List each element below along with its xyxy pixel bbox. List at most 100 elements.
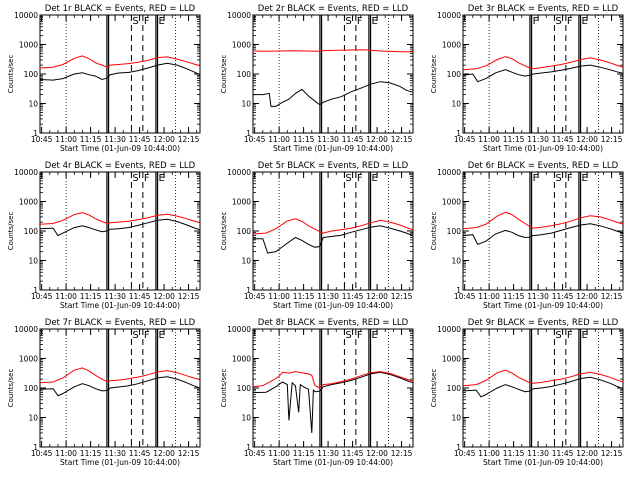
y-tick-label: 10: [241, 100, 251, 109]
x-tick-label: 11:15: [293, 292, 315, 301]
y-tick-label: 10000: [437, 168, 461, 177]
y-tick-label: 100: [237, 70, 252, 79]
events-series-line: [40, 218, 200, 237]
y-tick-label: 10000: [14, 11, 38, 20]
y-tick-label: 10: [28, 257, 38, 266]
events-series-line: [40, 62, 200, 81]
y-tick-label: 1000: [19, 41, 38, 50]
y-tick-label: 1000: [19, 198, 38, 207]
x-axis-title: Start Time (01-Jun-09 10:44:00): [273, 458, 393, 467]
x-tick-label: 10:45: [31, 135, 53, 144]
x-tick-label: 11:00: [268, 135, 290, 144]
panel-title: Det 9r BLACK = Events, RED = LLD: [468, 318, 619, 328]
time-marker-label: E: [372, 16, 378, 27]
time-marker-label: E: [582, 173, 588, 184]
y-tick-label: 100: [237, 384, 252, 393]
plot-frame: [39, 328, 201, 448]
x-tick-label: 11:00: [478, 135, 500, 144]
time-marker-label: F: [567, 16, 573, 27]
time-marker-label: S: [345, 330, 351, 341]
panel-title: Det 1r BLACK = Events, RED = LLD: [45, 4, 196, 14]
x-tick-label: 11:30: [104, 135, 126, 144]
y-tick-label: 10000: [227, 11, 251, 20]
y-axis-title: Counts/sec: [220, 55, 228, 94]
x-tick-label: 11:45: [129, 135, 151, 144]
lld-series-line: [40, 212, 200, 225]
x-tick-label: 12:15: [391, 292, 413, 301]
y-tick-label: 100: [447, 384, 462, 393]
x-tick-label: 10:45: [244, 135, 266, 144]
y-tick-label: 1000: [442, 41, 461, 50]
y-tick-label: 10: [241, 414, 251, 423]
x-tick-label: 11:00: [55, 449, 77, 458]
x-tick-label: 12:15: [391, 135, 413, 144]
x-tick-label: 11:00: [268, 292, 290, 301]
plot-frame: [462, 14, 624, 134]
y-tick-label: 1: [246, 443, 251, 452]
y-tick-label: 100: [24, 227, 39, 236]
lld-series-line: [463, 211, 623, 230]
time-marker-label: F: [357, 173, 363, 184]
x-tick-label: 10:45: [244, 292, 266, 301]
x-tick-label: 12:00: [153, 292, 175, 301]
detector-panel-7: Det 7r BLACK = Events, RED = LLD 1 10 100 10…: [7, 318, 201, 467]
time-marker-label: F: [357, 330, 363, 341]
events-series-line: [253, 371, 413, 433]
detector-panel-1: Det 1r BLACK = Events, RED = LLD 1 10 100 10…: [7, 4, 201, 153]
events-series-line: [463, 64, 623, 83]
x-tick-label: 11:30: [317, 135, 339, 144]
lld-series-line: [253, 218, 413, 235]
y-tick-label: 10: [28, 100, 38, 109]
x-tick-label: 11:30: [317, 449, 339, 458]
time-marker-label: S: [555, 330, 561, 341]
x-tick-label: 12:15: [601, 449, 623, 458]
x-axis-title: Start Time (01-Jun-09 10:44:00): [483, 301, 603, 310]
plot-frame: [252, 328, 414, 448]
x-tick-label: 11:45: [129, 292, 151, 301]
x-axis-title: Start Time (01-Jun-09 10:44:00): [60, 301, 180, 310]
y-tick-label: 10000: [14, 168, 38, 177]
x-tick-label: 12:00: [153, 449, 175, 458]
y-tick-label: 100: [24, 384, 39, 393]
x-tick-label: 10:45: [31, 449, 53, 458]
y-tick-label: 1000: [442, 198, 461, 207]
x-tick-label: 12:00: [366, 135, 388, 144]
y-tick-label: 1: [33, 129, 38, 138]
detector-panel-4: Det 4r BLACK = Events, RED = LLD 1 10 100 10…: [7, 161, 201, 310]
y-tick-label: 10: [451, 100, 461, 109]
time-marker-label: E: [159, 173, 165, 184]
x-tick-label: 11:15: [503, 135, 525, 144]
time-marker-label: F: [144, 16, 150, 27]
y-tick-label: 1: [246, 129, 251, 138]
panel-title: Det 2r BLACK = Events, RED = LLD: [258, 4, 409, 14]
y-axis-title: Counts/sec: [7, 369, 15, 408]
y-axis-title: Counts/sec: [430, 55, 438, 94]
x-tick-label: 11:15: [293, 449, 315, 458]
x-tick-label: 11:30: [527, 449, 549, 458]
y-tick-label: 1: [246, 286, 251, 295]
y-axis-title: Counts/sec: [220, 212, 228, 251]
plot-frame: [39, 14, 201, 134]
time-marker-label: F: [533, 173, 539, 184]
x-tick-label: 11:00: [55, 135, 77, 144]
time-marker-label: E: [159, 330, 165, 341]
time-marker-label: S: [345, 16, 351, 27]
x-tick-label: 11:15: [293, 135, 315, 144]
events-series-line: [40, 376, 200, 397]
lld-series-line: [463, 369, 623, 387]
x-tick-label: 12:15: [391, 449, 413, 458]
y-axis-title: Counts/sec: [7, 212, 15, 251]
y-tick-label: 10: [28, 414, 38, 423]
time-marker-label: E: [372, 173, 378, 184]
y-tick-label: 100: [237, 227, 252, 236]
x-tick-label: 11:30: [527, 135, 549, 144]
y-tick-label: 1000: [19, 355, 38, 364]
x-tick-label: 11:15: [503, 449, 525, 458]
x-tick-label: 11:15: [80, 292, 102, 301]
x-tick-label: 11:15: [503, 292, 525, 301]
events-series-line: [253, 225, 413, 254]
x-tick-label: 12:00: [366, 449, 388, 458]
plot-frame: [252, 14, 414, 134]
y-tick-label: 1: [456, 443, 461, 452]
